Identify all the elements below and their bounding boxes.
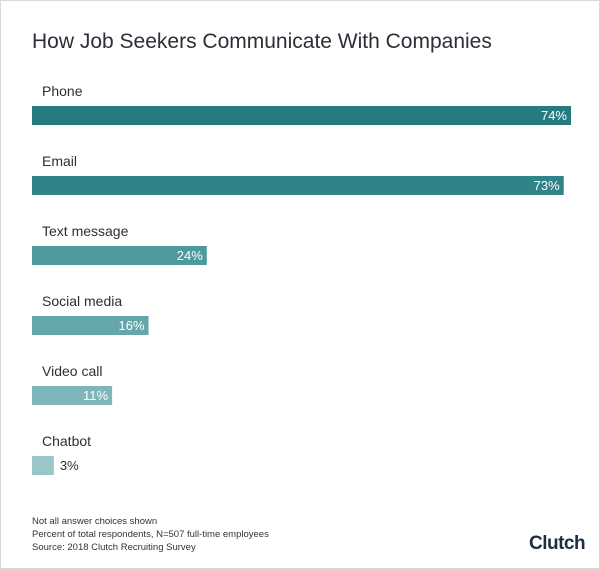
- category-label: Video call: [42, 363, 102, 379]
- category-label: Text message: [42, 223, 129, 239]
- bar-chart: Phone 74% Email 73% Text message 24% Social me…: [32, 83, 571, 475]
- chart-title: How Job Seekers Communicate With Compani…: [32, 30, 492, 53]
- bar: [32, 386, 113, 405]
- bar: [32, 456, 54, 475]
- bar-value-label: 73%: [534, 178, 560, 193]
- category-label: Email: [42, 153, 77, 169]
- clutch-logo: Clutch: [529, 533, 586, 554]
- footnotes: Not all answer choices shown Percent of …: [32, 515, 269, 554]
- category-label: Phone: [42, 83, 83, 99]
- footnote-line: Not all answer choices shown: [32, 516, 158, 527]
- bar-value-label: 24%: [177, 248, 203, 263]
- footnote-line: Percent of total respondents, N=507 full…: [32, 529, 269, 540]
- category-label: Chatbot: [42, 433, 91, 449]
- bar: [32, 106, 571, 125]
- bar: [32, 246, 207, 265]
- bar-value-label: 3%: [60, 458, 79, 473]
- bar-value-label: 74%: [541, 108, 567, 123]
- category-label: Social media: [42, 293, 122, 309]
- footnote-line: Source: 2018 Clutch Recruiting Survey: [32, 542, 196, 553]
- bar-value-label: 16%: [119, 318, 145, 333]
- bar-value-label: 11%: [83, 388, 108, 403]
- bar: [32, 316, 149, 335]
- bar: [32, 176, 564, 195]
